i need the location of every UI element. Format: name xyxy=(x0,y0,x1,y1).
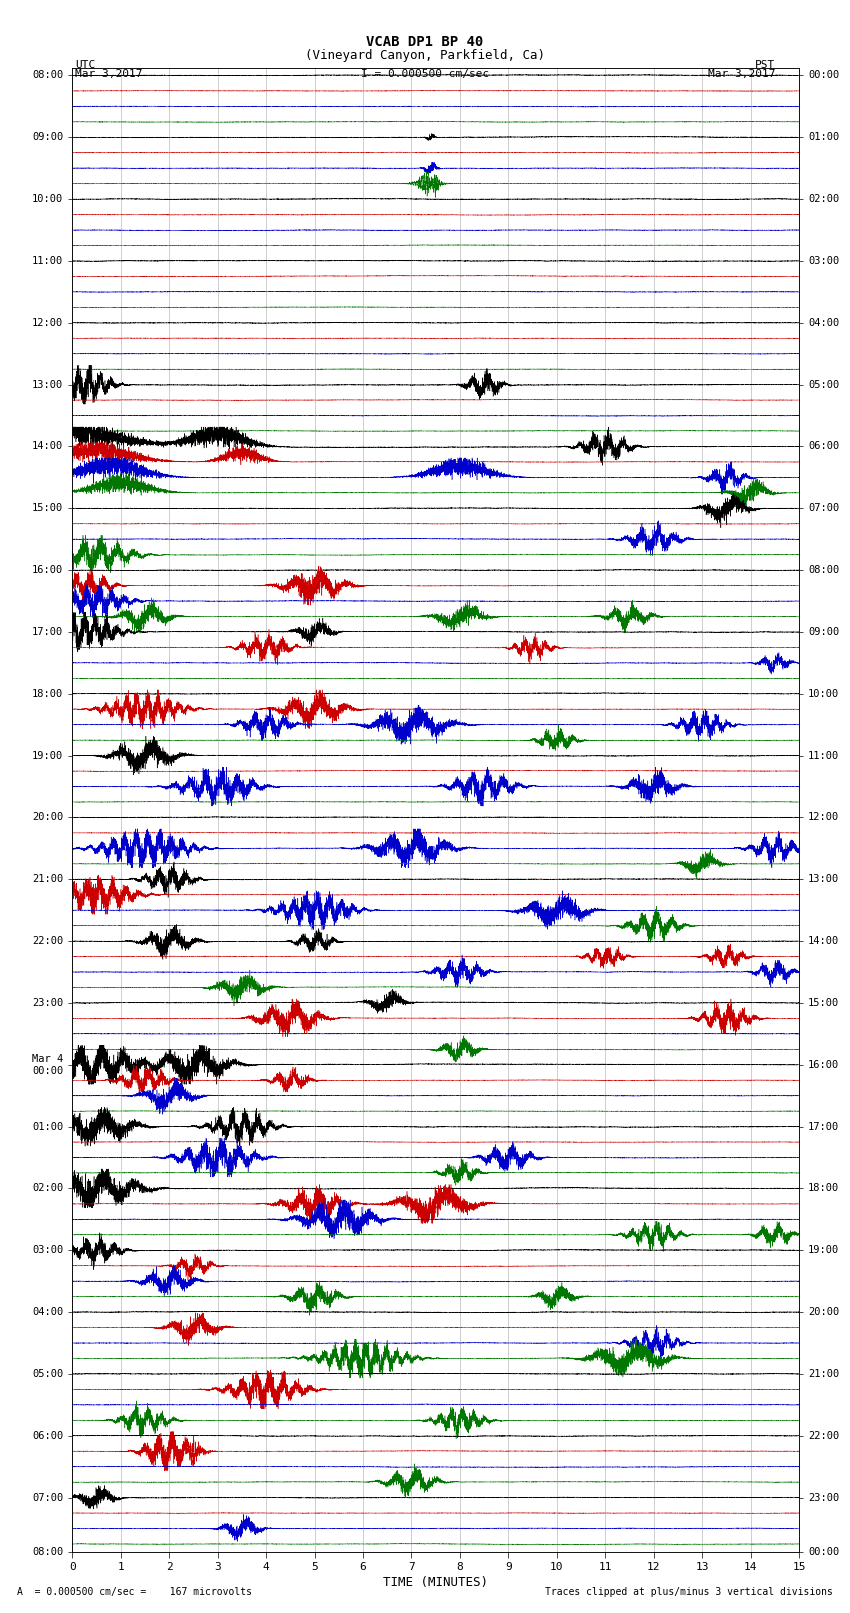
Text: Mar 3,2017: Mar 3,2017 xyxy=(708,69,775,79)
Text: Traces clipped at plus/minus 3 vertical divisions: Traces clipped at plus/minus 3 vertical … xyxy=(545,1587,833,1597)
Text: I = 0.000500 cm/sec: I = 0.000500 cm/sec xyxy=(361,69,489,79)
Text: VCAB DP1 BP 40: VCAB DP1 BP 40 xyxy=(366,35,484,48)
Text: (Vineyard Canyon, Parkfield, Ca): (Vineyard Canyon, Parkfield, Ca) xyxy=(305,50,545,63)
Text: A  = 0.000500 cm/sec =    167 microvolts: A = 0.000500 cm/sec = 167 microvolts xyxy=(17,1587,252,1597)
Text: Mar 3,2017: Mar 3,2017 xyxy=(75,69,142,79)
X-axis label: TIME (MINUTES): TIME (MINUTES) xyxy=(383,1576,488,1589)
Text: UTC: UTC xyxy=(75,60,95,69)
Text: PST: PST xyxy=(755,60,775,69)
